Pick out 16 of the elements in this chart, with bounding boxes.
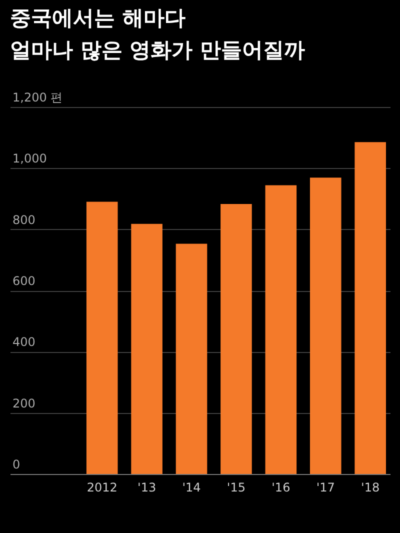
x-tick-label: '15 <box>226 480 246 494</box>
text: 얼마나 많은 영화가 만들어질까 <box>10 38 305 62</box>
y-tick-label: 400 <box>12 335 36 350</box>
x-tick-label: '14 <box>182 480 201 494</box>
x-tick-label: '13 <box>138 480 156 494</box>
y-tick-label: 600 <box>12 274 36 288</box>
y-tick-label: 200 <box>12 396 36 410</box>
x-tick-label: '18 <box>361 480 380 494</box>
y-tick-label: 1,200 편 <box>12 90 63 104</box>
y-tick-label: 1,000 <box>12 152 47 166</box>
text: 중국에서는 해마다 <box>10 6 186 30</box>
y-tick-label: 0 <box>12 458 20 472</box>
x-tick-label: '17 <box>316 480 335 494</box>
x-tick-label: '16 <box>272 480 290 494</box>
y-tick-label: 800 <box>12 212 36 227</box>
x-tick-label: 2012 <box>86 480 118 494</box>
